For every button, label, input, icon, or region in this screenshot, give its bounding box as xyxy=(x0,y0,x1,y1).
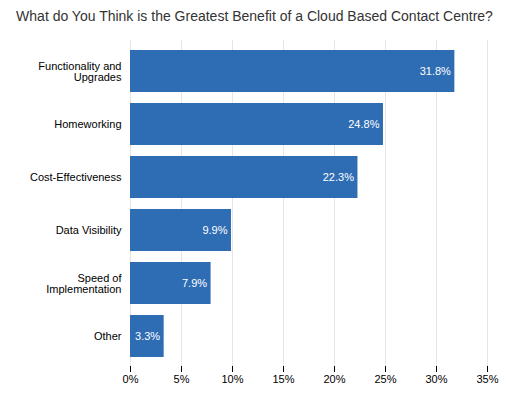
svg-text:31.8%: 31.8% xyxy=(420,65,451,77)
svg-text:24.8%: 24.8% xyxy=(348,118,379,130)
svg-text:25%: 25% xyxy=(374,373,396,385)
svg-text:10%: 10% xyxy=(221,373,243,385)
svg-text:30%: 30% xyxy=(425,373,447,385)
svg-text:Cost-Effectiveness: Cost-Effectiveness xyxy=(30,171,122,183)
svg-text:3.3%: 3.3% xyxy=(135,330,160,342)
svg-text:Speed ofImplementation: Speed ofImplementation xyxy=(46,271,122,294)
html-text:What do You Think is the Great: What do You Think is the Greatest Benefi… xyxy=(16,8,493,24)
svg-text:35%: 35% xyxy=(476,373,498,385)
svg-text:5%: 5% xyxy=(174,373,190,385)
svg-text:22.3%: 22.3% xyxy=(323,171,354,183)
svg-text:Homeworking: Homeworking xyxy=(54,118,121,130)
svg-text:7.9%: 7.9% xyxy=(182,277,207,289)
svg-text:Data Visibility: Data Visibility xyxy=(56,224,122,236)
svg-text:0%: 0% xyxy=(123,373,139,385)
svg-text:15%: 15% xyxy=(272,373,294,385)
svg-text:Functionality andUpgrades: Functionality andUpgrades xyxy=(38,59,122,82)
svg-text:20%: 20% xyxy=(323,373,345,385)
svg-text:Other: Other xyxy=(94,330,122,342)
svg-text:9.9%: 9.9% xyxy=(202,224,227,236)
